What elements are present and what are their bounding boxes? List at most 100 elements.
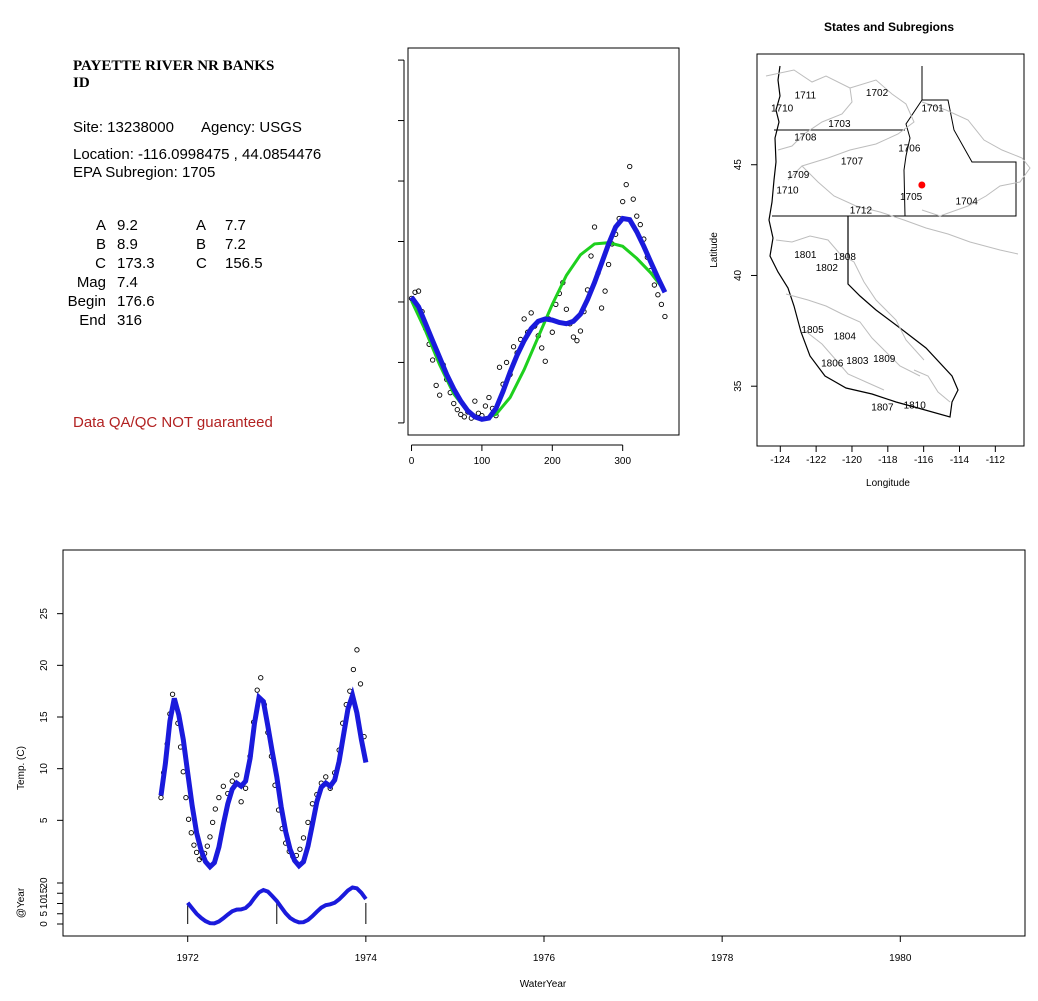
y-tick-label: 0: [395, 420, 396, 426]
plot-frame: [62, 549, 1026, 937]
data-point: [415, 288, 422, 294]
data-point: [658, 301, 665, 308]
subregion-label: 1806: [821, 358, 844, 369]
data-point: [412, 289, 418, 295]
y-tick-label: 10: [39, 763, 50, 775]
y2-tick-label: 20: [39, 877, 50, 889]
site-marker: [918, 181, 926, 189]
data-point: [461, 414, 467, 420]
map-xlabel: Longitude: [866, 478, 910, 489]
y-tick-label: 10: [395, 296, 396, 308]
agency-label: Agency: USGS: [201, 119, 302, 136]
param-label: B: [196, 236, 207, 253]
location-label: Location: -116.0998475 , 44.0854476: [73, 146, 322, 163]
data-point: [623, 182, 629, 188]
subregion-label: 1703: [828, 119, 851, 130]
blue-fit-line: [409, 215, 668, 422]
data-point: [169, 691, 176, 697]
data-point: [602, 288, 608, 294]
plot-frame: [407, 47, 680, 436]
data-point: [620, 198, 626, 205]
data-point: [591, 224, 598, 230]
data-point: [437, 392, 443, 398]
data-point: [238, 799, 244, 805]
data-point: [605, 261, 612, 268]
y-tick-label: 5: [395, 359, 396, 365]
data-point: [216, 794, 222, 801]
y2-tick-label: 15: [39, 887, 50, 899]
data-point: [563, 306, 570, 312]
data-point: [475, 410, 482, 416]
y-tick-label: 25: [395, 115, 396, 127]
data-point: [357, 681, 364, 687]
data-point: [496, 364, 503, 370]
data-point: [229, 778, 235, 784]
data-point: [627, 163, 633, 170]
y-tick-label: 20: [395, 175, 396, 187]
ts-ylabel: Temp. (C): [16, 746, 27, 790]
map-ylabel: Latitude: [709, 232, 720, 268]
site-label: Site: 13238000: [73, 119, 174, 136]
data-point: [180, 769, 186, 775]
data-point: [188, 830, 194, 836]
subregion-label: 1706: [898, 143, 921, 154]
or-nv-border: [772, 161, 1017, 217]
subregion-label: 1710: [776, 186, 799, 197]
subregion-label: 1707: [841, 157, 864, 168]
param-label: Mag: [76, 274, 106, 291]
data-point: [630, 196, 636, 202]
data-point: [220, 783, 226, 789]
param-value: 7.2: [225, 236, 246, 253]
x-tick-label: -124: [770, 455, 790, 466]
data-point: [212, 806, 218, 812]
subregion-label: 1704: [956, 197, 979, 208]
subregion-label: 1709: [787, 170, 810, 181]
x-tick-label: 1980: [889, 953, 912, 964]
y2-tick-label: 0: [39, 921, 50, 927]
subregion-label: 1711: [795, 90, 817, 101]
data-point: [350, 666, 357, 673]
param-value: 156.5: [225, 255, 263, 272]
y-tick-label: 45: [733, 159, 744, 171]
param-value: 7.7: [225, 217, 246, 234]
param-label: End: [79, 312, 106, 329]
data-point: [577, 328, 584, 334]
data-point: [305, 819, 311, 826]
data-point: [207, 834, 213, 840]
data-point: [539, 345, 545, 351]
subregion-label: 1705: [900, 192, 923, 203]
data-point: [637, 221, 643, 228]
subregion-label: 1712: [850, 205, 873, 216]
map-title: States and Subregions: [824, 20, 954, 34]
param-value: 173.3: [117, 255, 155, 272]
param-value: 316: [117, 312, 143, 329]
subregion-label: 1702: [866, 88, 889, 99]
subregion-label: 1804: [834, 332, 857, 343]
green-fit-line: [410, 241, 667, 421]
data-point: [651, 282, 658, 288]
data-point: [354, 647, 360, 653]
x-tick-label: 1972: [177, 953, 200, 964]
station-state: ID: [73, 75, 90, 91]
subregion-label: 1801: [794, 250, 817, 261]
ts-ylabel-secondary: @Year: [16, 887, 27, 918]
x-tick-label: -118: [878, 455, 898, 466]
data-point: [258, 675, 264, 681]
seasonal-temperature-chart: 0 100 200 300 0 5 10 15 20 25 30: [395, 47, 680, 467]
x-tick-label: 0: [409, 456, 415, 467]
subregion-label: EPA Subregion: 1705: [73, 164, 216, 181]
param-label: B: [95, 236, 106, 253]
data-point: [234, 772, 240, 778]
data-point: [191, 842, 197, 848]
data-point: [655, 292, 661, 298]
map-frame: [756, 53, 1025, 447]
x-tick-label: 100: [474, 456, 491, 467]
data-point: [458, 411, 464, 418]
subregion-label: 1708: [794, 132, 817, 143]
param-value: 9.2: [117, 217, 138, 234]
station-name: PAYETTE RIVER NR BANKS: [73, 58, 275, 74]
data-point: [433, 382, 439, 389]
subregion-label: 1710: [771, 104, 794, 115]
data-point: [454, 406, 460, 413]
param-label: C: [95, 255, 106, 272]
